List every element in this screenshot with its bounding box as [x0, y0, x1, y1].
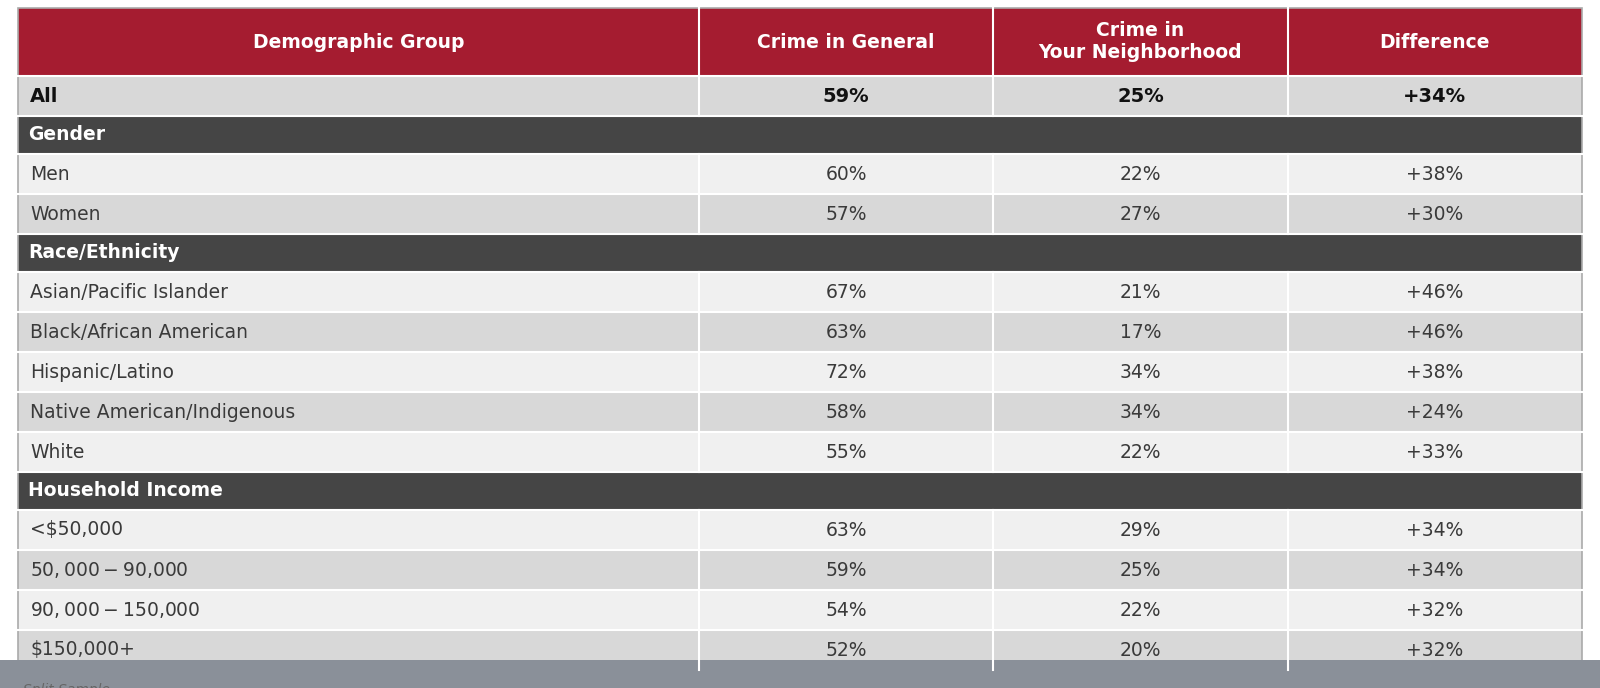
Text: Women: Women — [30, 204, 101, 224]
Text: +24%: +24% — [1406, 402, 1464, 422]
Text: +38%: +38% — [1406, 164, 1464, 184]
Text: 60%: 60% — [826, 164, 867, 184]
Text: 72%: 72% — [826, 363, 867, 382]
Text: Split Sample: Split Sample — [22, 683, 110, 688]
Bar — [18, 194, 1582, 234]
Text: 34%: 34% — [1120, 363, 1162, 382]
Bar — [18, 550, 1582, 590]
Text: +34%: +34% — [1406, 561, 1464, 579]
Text: Asian/Pacific Islander: Asian/Pacific Islander — [30, 283, 229, 301]
Text: +46%: +46% — [1406, 323, 1464, 341]
Text: 63%: 63% — [826, 323, 867, 341]
Text: 67%: 67% — [826, 283, 867, 301]
Text: +46%: +46% — [1406, 283, 1464, 301]
Bar — [18, 472, 1582, 510]
Text: 25%: 25% — [1120, 561, 1162, 579]
Text: $90,000-$150,000: $90,000-$150,000 — [30, 600, 200, 620]
Bar — [18, 272, 1582, 312]
Text: Difference: Difference — [1379, 32, 1490, 52]
Text: 59%: 59% — [826, 561, 867, 579]
Text: +30%: +30% — [1406, 204, 1464, 224]
Bar — [18, 116, 1582, 154]
Bar — [18, 352, 1582, 392]
Text: 59%: 59% — [822, 87, 869, 105]
Bar — [18, 630, 1582, 670]
Bar — [18, 392, 1582, 432]
Text: Men: Men — [30, 164, 70, 184]
Bar — [18, 8, 1582, 76]
Text: +33%: +33% — [1406, 442, 1464, 462]
Bar — [18, 154, 1582, 194]
Bar — [18, 590, 1582, 630]
Text: 17%: 17% — [1120, 323, 1162, 341]
Text: $50,000-$90,000: $50,000-$90,000 — [30, 560, 189, 580]
Text: 55%: 55% — [826, 442, 867, 462]
Text: 22%: 22% — [1120, 164, 1162, 184]
Text: Household Income: Household Income — [29, 482, 222, 500]
Text: +34%: +34% — [1403, 87, 1466, 105]
Text: <$50,000: <$50,000 — [30, 521, 123, 539]
Text: 34%: 34% — [1120, 402, 1162, 422]
Text: 21%: 21% — [1120, 283, 1162, 301]
Bar — [18, 312, 1582, 352]
Bar — [18, 76, 1582, 116]
Text: 58%: 58% — [826, 402, 867, 422]
Text: +34%: +34% — [1406, 521, 1464, 539]
Text: 20%: 20% — [1120, 641, 1162, 660]
Text: Gender: Gender — [29, 125, 106, 144]
Text: $150,000+: $150,000+ — [30, 641, 134, 660]
Text: 22%: 22% — [1120, 442, 1162, 462]
Bar — [18, 234, 1582, 272]
Text: 52%: 52% — [826, 641, 867, 660]
Text: 25%: 25% — [1117, 87, 1163, 105]
Text: 63%: 63% — [826, 521, 867, 539]
Text: 29%: 29% — [1120, 521, 1162, 539]
Text: 22%: 22% — [1120, 601, 1162, 619]
Bar — [0, 660, 1600, 688]
Text: Demographic Group: Demographic Group — [253, 32, 464, 52]
Text: +32%: +32% — [1406, 601, 1464, 619]
Text: White: White — [30, 442, 85, 462]
Text: 54%: 54% — [826, 601, 867, 619]
Text: +38%: +38% — [1406, 363, 1464, 382]
Text: Hispanic/Latino: Hispanic/Latino — [30, 363, 174, 382]
Text: Native American/Indigenous: Native American/Indigenous — [30, 402, 296, 422]
Bar — [18, 432, 1582, 472]
Text: 57%: 57% — [826, 204, 867, 224]
Text: Race/Ethnicity: Race/Ethnicity — [29, 244, 179, 263]
Text: +32%: +32% — [1406, 641, 1464, 660]
Text: Black/African American: Black/African American — [30, 323, 248, 341]
Text: Crime in
Your Neighborhood: Crime in Your Neighborhood — [1038, 21, 1242, 63]
Text: 27%: 27% — [1120, 204, 1162, 224]
Bar — [18, 510, 1582, 550]
Text: Crime in General: Crime in General — [757, 32, 934, 52]
Text: All: All — [30, 87, 58, 105]
